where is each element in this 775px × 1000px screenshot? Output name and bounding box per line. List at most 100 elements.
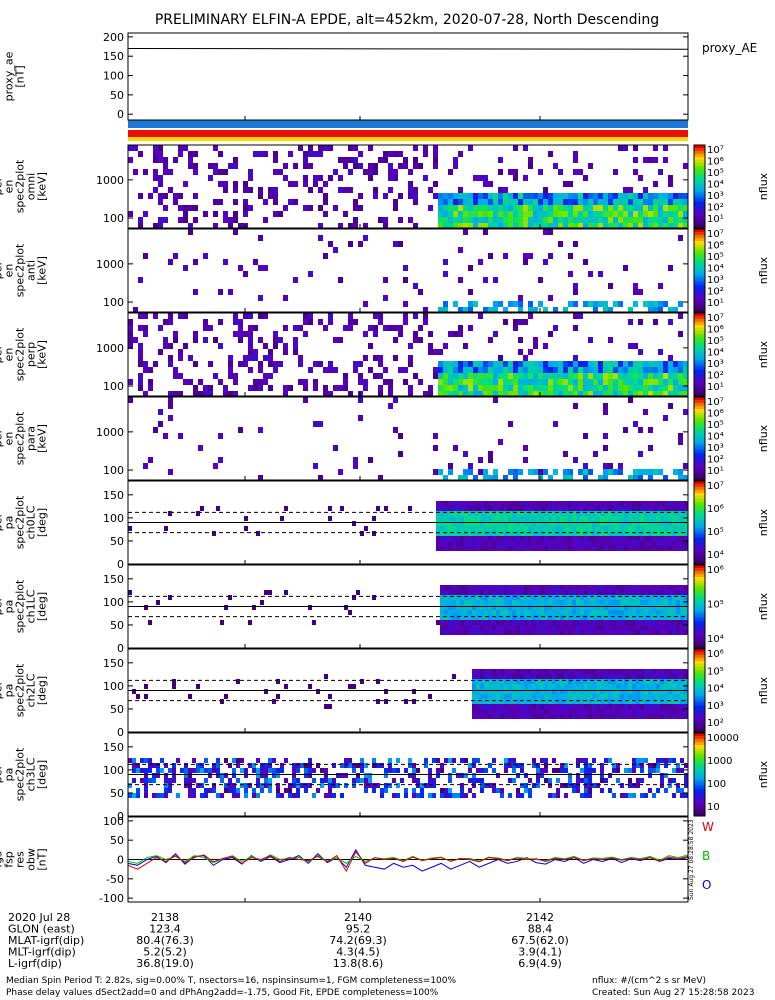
cell [620, 590, 624, 595]
cell [468, 145, 473, 151]
cell [596, 536, 600, 541]
cell [448, 773, 452, 778]
cell [624, 714, 628, 719]
cell [668, 223, 673, 229]
cell [623, 379, 628, 385]
cell [632, 501, 636, 506]
cell [158, 193, 163, 199]
colorbar-step [694, 645, 705, 649]
cell [672, 620, 676, 625]
cell [660, 669, 664, 674]
cell [233, 391, 238, 397]
colorbar-step [694, 693, 705, 697]
colorbar-step [694, 447, 705, 451]
cell [598, 199, 603, 205]
cell [668, 391, 673, 397]
cell [508, 501, 512, 506]
cell [203, 253, 208, 259]
cell [648, 615, 652, 620]
cell [193, 391, 198, 397]
cell [500, 630, 504, 635]
cell [636, 704, 640, 709]
cell [573, 379, 578, 385]
cell [413, 163, 418, 169]
cell [513, 217, 518, 223]
cell [458, 277, 463, 283]
cell [228, 783, 232, 788]
cell [532, 758, 536, 763]
cell [196, 511, 200, 516]
cell [160, 793, 164, 798]
cell [588, 704, 592, 709]
cell [623, 265, 628, 271]
cell [476, 590, 480, 595]
cell [568, 630, 572, 635]
cell [448, 367, 453, 373]
cell [608, 223, 613, 229]
cell [518, 301, 523, 307]
cell [548, 793, 552, 798]
cell [588, 630, 592, 635]
cell [373, 355, 378, 361]
cell [648, 620, 652, 625]
cell [444, 625, 448, 630]
cell [564, 684, 568, 689]
cell [648, 511, 652, 516]
cell [556, 714, 560, 719]
cell [273, 331, 278, 337]
cell [548, 590, 552, 595]
cell [668, 783, 672, 788]
cell [444, 600, 448, 605]
cell [628, 778, 632, 783]
cell [628, 217, 633, 223]
cell [640, 793, 644, 798]
cell [483, 229, 488, 235]
y-axis-label-line: en [3, 264, 16, 278]
cell [472, 521, 476, 526]
cell [638, 349, 643, 355]
cell [640, 778, 644, 783]
cell [376, 783, 380, 788]
cell [163, 169, 168, 175]
cell [664, 620, 668, 625]
cell [648, 684, 652, 689]
cell [483, 181, 488, 187]
cell [560, 521, 564, 526]
cell [243, 271, 248, 277]
cell [540, 694, 544, 699]
cell [412, 763, 416, 768]
cell [568, 373, 573, 379]
cell [608, 679, 612, 684]
y-axis-label-line: spec2plot [14, 411, 27, 465]
cell [592, 585, 596, 590]
cell [588, 679, 592, 684]
colorbar-step [694, 633, 705, 637]
cell [636, 610, 640, 615]
cell [328, 793, 332, 798]
cell [444, 546, 448, 551]
colorbar-step [694, 324, 705, 329]
y-axis-label: elafgsfspresobw[nT] [0, 848, 49, 871]
cell [540, 758, 544, 763]
cell [480, 778, 484, 783]
cell [623, 391, 628, 397]
cell [132, 763, 136, 768]
cell [456, 546, 460, 551]
cell [408, 391, 413, 397]
cell [678, 217, 683, 223]
cell [452, 546, 456, 551]
cell [572, 516, 576, 521]
cell [616, 585, 620, 590]
cell [678, 211, 683, 217]
cell [578, 199, 583, 205]
cell [463, 199, 468, 205]
cell [660, 709, 664, 714]
figure-title: PRELIMINARY ELFIN-A EPDE, alt=452km, 202… [155, 12, 659, 28]
cell [333, 367, 338, 373]
colorbar-step [694, 210, 705, 214]
cell [596, 595, 600, 600]
cell [652, 506, 656, 511]
y-tick-label: 1000 [96, 174, 124, 187]
cell [684, 714, 688, 719]
cell [273, 367, 278, 373]
